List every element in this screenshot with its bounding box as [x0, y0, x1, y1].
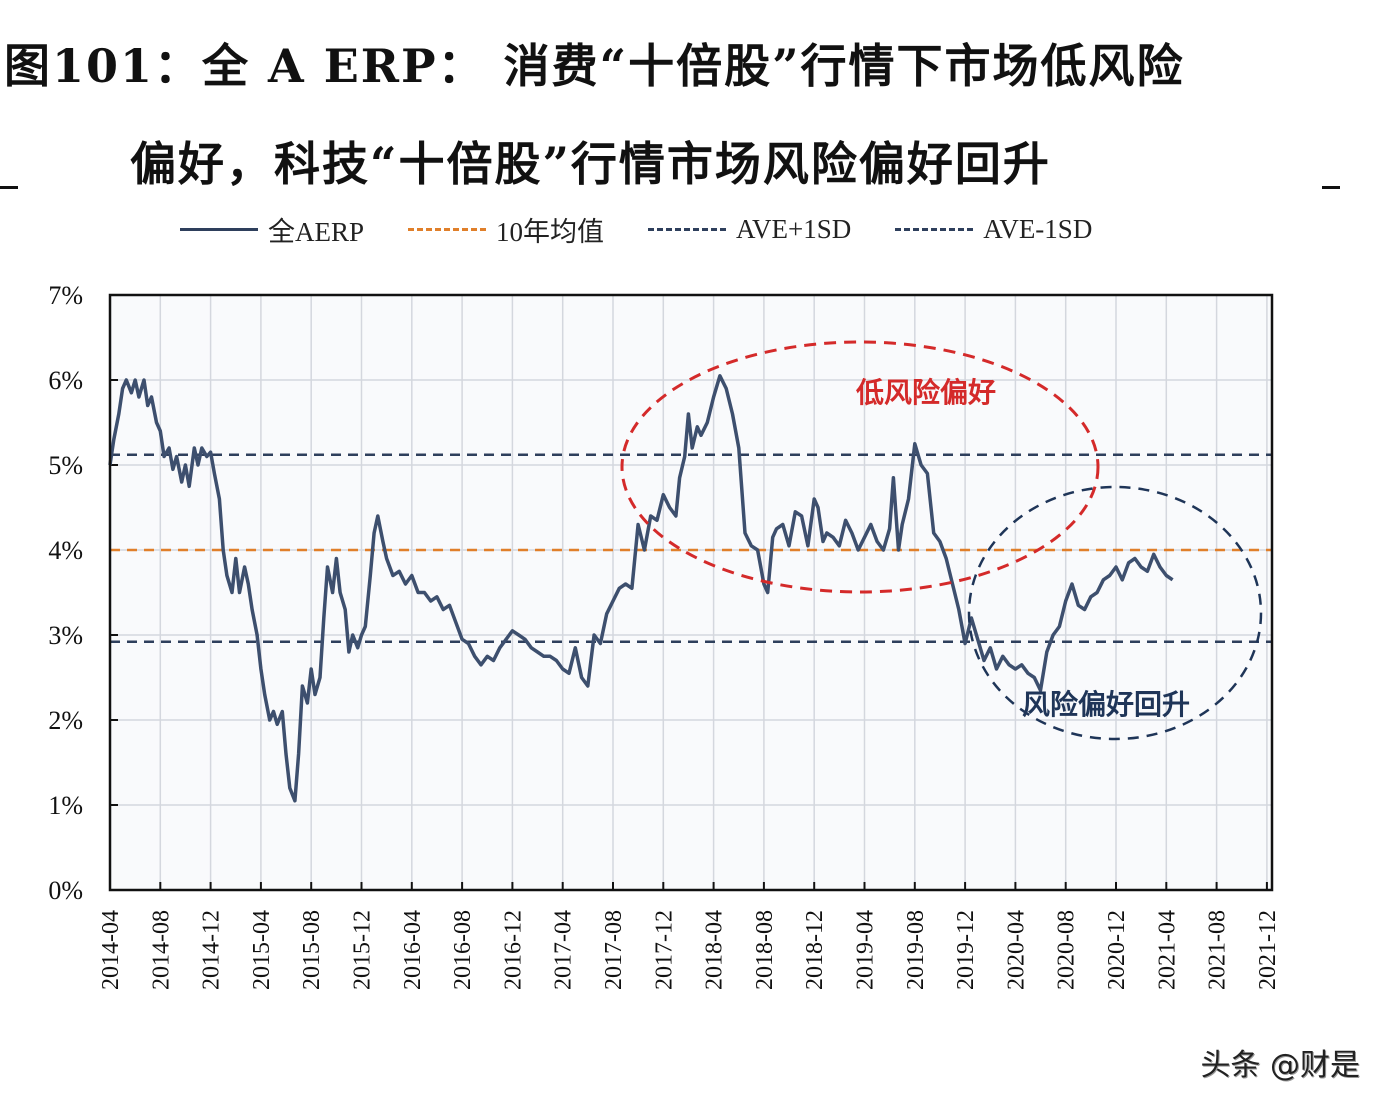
legend-swatch-dashed [408, 227, 487, 231]
low-risk-ellipse [620, 340, 1100, 594]
legend-item-ave-plus-1sd: AVE+1SD [648, 214, 851, 245]
legend-label: 全AERP [268, 216, 365, 247]
x-tick-label: 2014-04 [98, 910, 124, 990]
x-tick-label: 2021-08 [1205, 910, 1231, 990]
x-tick-label: 2016-12 [500, 910, 526, 990]
x-tick-label: 2016-04 [400, 910, 426, 990]
chart-legend: 全AERP 10年均值 AVE+1SD AVE-1SD [180, 210, 1180, 249]
legend-label: 10年均值 [496, 216, 605, 247]
reference-lines [110, 453, 1272, 644]
x-tick-label: 2020-04 [1003, 910, 1029, 990]
y-tick-label: 7% [48, 281, 83, 310]
x-tick-label: 2018-04 [702, 910, 728, 990]
annotation-low-risk: 低风险偏好 [855, 376, 996, 409]
erp-series-line [108, 374, 1174, 803]
chart-title-line-1: 图101：全 A ERP： 消费“十倍股”行情下市场低风险 [4, 39, 1185, 93]
title-underline-mark-left [0, 186, 18, 189]
chart-title-line-2: 偏好，科技“十倍股”行情市场风险偏好回升 [130, 137, 1051, 191]
annotation-risk-recovery: 风险偏好回升 [1022, 688, 1190, 721]
x-tick-label: 2019-08 [903, 910, 929, 990]
x-tick-label: 2017-04 [551, 910, 577, 990]
x-tick-label: 2014-12 [199, 910, 225, 990]
plot-area [110, 295, 1272, 890]
x-axis-ticks: 2014-04 2014-08 2014-12 2015-04 2015-08 2015-… [98, 882, 1281, 990]
x-tick-label: 2017-12 [651, 910, 677, 990]
y-tick-label: 1% [48, 791, 83, 820]
x-tick-label: 2018-08 [752, 910, 778, 990]
legend-swatch-solid [180, 227, 258, 231]
legend-label: AVE-1SD [983, 213, 1093, 244]
legend-item-10yr-avg: 10年均值 [408, 210, 604, 249]
y-tick-label: 5% [48, 451, 83, 480]
y-tick-label: 2% [48, 706, 83, 735]
x-tick-label: 2020-08 [1054, 910, 1080, 990]
legend-swatch-dashed [648, 227, 727, 231]
y-tick-label: 6% [48, 366, 83, 395]
risk-recovery-ellipse [967, 485, 1263, 741]
legend-label: AVE+1SD [736, 213, 852, 244]
legend-item-ave-minus-1sd: AVE-1SD [895, 214, 1092, 245]
x-tick-label: 2019-12 [953, 910, 979, 990]
legend-item-erp: 全AERP [180, 210, 364, 249]
x-tick-label: 2019-04 [853, 910, 879, 990]
x-tick-label: 2020-12 [1104, 910, 1130, 990]
x-tick-label: 2017-08 [601, 910, 627, 990]
x-tick-label: 2015-08 [299, 910, 325, 990]
y-tick-label: 4% [48, 536, 83, 565]
x-tick-label: 2021-04 [1154, 910, 1180, 990]
x-tick-label: 2018-12 [802, 910, 828, 990]
title-underline-mark-right [1322, 186, 1340, 189]
watermark: 头条 @财是 [1200, 1048, 1360, 1083]
legend-swatch-dashed [895, 227, 974, 231]
x-tick-label: 2015-04 [249, 910, 275, 990]
y-tick-label: 3% [48, 621, 83, 650]
plot-border [108, 293, 1274, 892]
y-tick-label: 0% [48, 876, 83, 905]
x-tick-label: 2014-08 [148, 910, 174, 990]
x-tick-label: 2021-12 [1255, 910, 1281, 990]
x-tick-label: 2015-12 [350, 910, 376, 990]
y-axis-ticks: 0% 1% 2% 3% 4% 5% 6% 7% [48, 281, 118, 905]
x-tick-label: 2016-08 [450, 910, 476, 990]
